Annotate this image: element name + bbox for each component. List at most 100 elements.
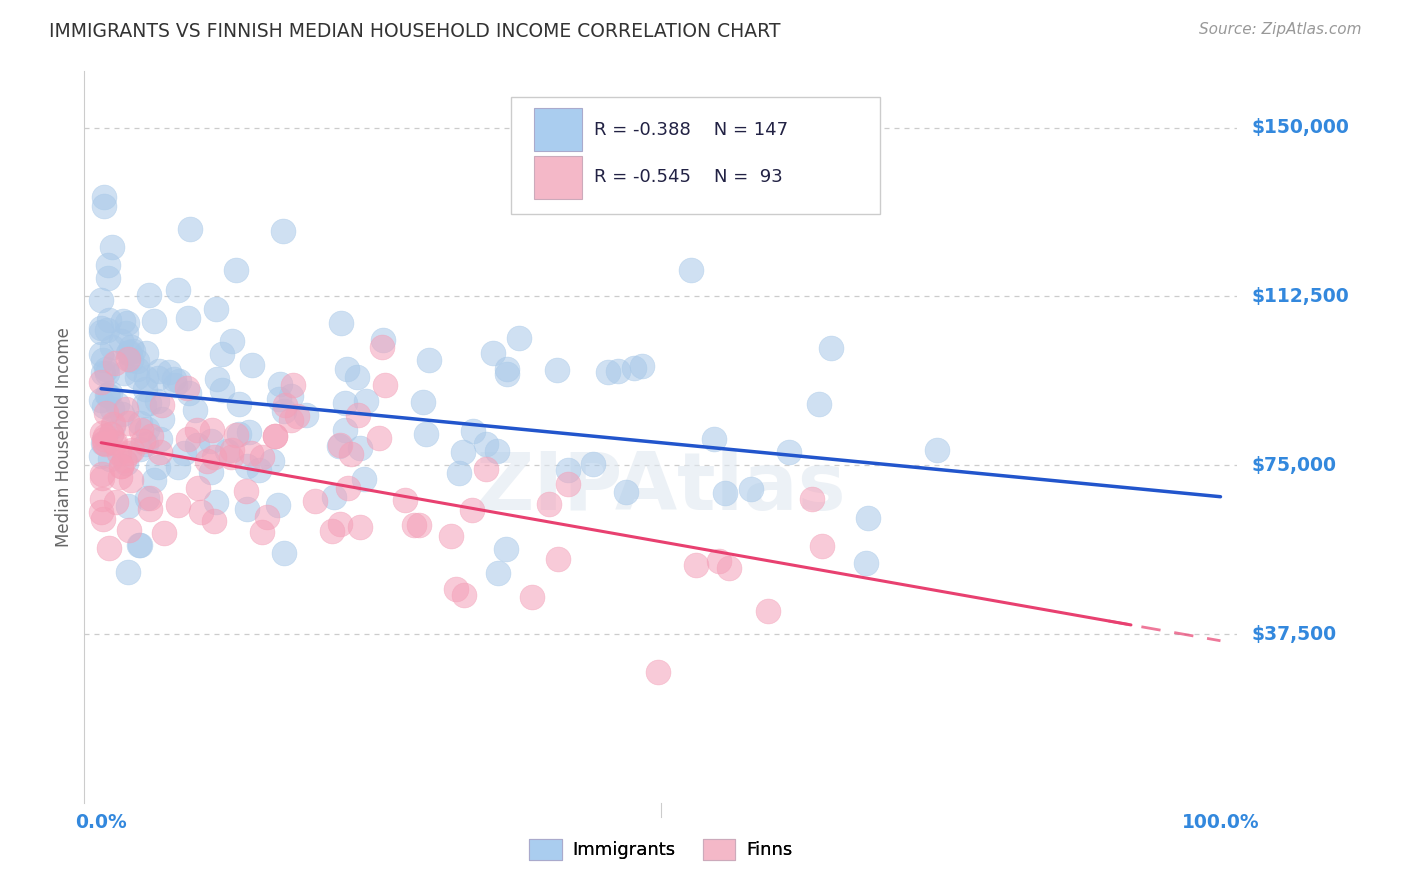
- Immigrants: [333, 423, 356, 437]
- Immigrants: [97, 271, 120, 285]
- Immigrants: [328, 439, 350, 453]
- Immigrants: [807, 396, 830, 410]
- Immigrants: [100, 427, 122, 442]
- Finns: [394, 493, 416, 508]
- Finns: [139, 501, 162, 516]
- Immigrants: [90, 321, 112, 335]
- Finns: [202, 450, 225, 465]
- Immigrants: [120, 341, 142, 355]
- Immigrants: [335, 396, 357, 410]
- Text: R = -0.388    N = 147: R = -0.388 N = 147: [593, 121, 789, 139]
- Immigrants: [546, 363, 568, 377]
- Finns: [149, 445, 172, 459]
- Immigrants: [228, 397, 250, 411]
- Finns: [153, 525, 176, 540]
- Immigrants: [418, 352, 440, 367]
- Immigrants: [596, 365, 619, 379]
- Immigrants: [90, 325, 112, 339]
- Immigrants: [496, 367, 519, 381]
- Immigrants: [97, 312, 120, 326]
- Finns: [108, 446, 131, 460]
- Finns: [118, 523, 141, 537]
- Text: IMMIGRANTS VS FINNISH MEDIAN HOUSEHOLD INCOME CORRELATION CHART: IMMIGRANTS VS FINNISH MEDIAN HOUSEHOLD I…: [49, 22, 780, 41]
- Immigrants: [118, 344, 141, 359]
- Finns: [201, 424, 224, 438]
- Immigrants: [93, 199, 115, 213]
- Immigrants: [235, 459, 257, 474]
- Immigrants: [269, 376, 291, 391]
- Finns: [285, 409, 308, 423]
- Immigrants: [146, 371, 169, 385]
- Immigrants: [173, 445, 195, 459]
- Immigrants: [262, 454, 284, 468]
- Finns: [256, 510, 278, 524]
- Immigrants: [135, 437, 157, 451]
- Finns: [108, 469, 131, 483]
- Immigrants: [115, 456, 138, 470]
- Finns: [374, 378, 396, 392]
- Immigrants: [353, 472, 375, 486]
- Immigrants: [280, 389, 302, 403]
- Finns: [219, 450, 242, 464]
- Immigrants: [138, 288, 160, 302]
- Immigrants: [120, 353, 142, 368]
- Immigrants: [128, 538, 150, 552]
- Immigrants: [485, 444, 508, 458]
- Finns: [453, 588, 475, 602]
- Immigrants: [927, 443, 949, 458]
- Immigrants: [238, 425, 260, 439]
- Immigrants: [135, 346, 157, 360]
- Immigrants: [101, 401, 124, 416]
- Immigrants: [146, 459, 169, 474]
- Immigrants: [149, 432, 172, 446]
- Immigrants: [134, 382, 156, 396]
- Finns: [801, 491, 824, 506]
- Immigrants: [855, 556, 877, 570]
- Immigrants: [631, 359, 654, 374]
- Immigrants: [186, 438, 208, 452]
- Immigrants: [349, 441, 371, 455]
- Immigrants: [138, 395, 160, 409]
- Finns: [176, 381, 198, 395]
- Finns: [177, 432, 200, 446]
- Finns: [129, 423, 152, 437]
- Immigrants: [582, 457, 605, 471]
- Immigrants: [184, 402, 207, 417]
- Immigrants: [412, 395, 434, 409]
- Immigrants: [356, 393, 378, 408]
- Finns: [440, 528, 463, 542]
- Immigrants: [98, 451, 121, 466]
- Immigrants: [205, 372, 228, 386]
- Finns: [461, 503, 484, 517]
- Immigrants: [135, 491, 157, 505]
- Finns: [408, 517, 430, 532]
- Immigrants: [247, 463, 270, 477]
- Finns: [94, 406, 117, 420]
- Immigrants: [117, 345, 139, 359]
- Immigrants: [681, 263, 703, 277]
- Finns: [647, 665, 669, 679]
- Immigrants: [273, 403, 295, 417]
- Immigrants: [115, 326, 138, 340]
- Finns: [167, 498, 190, 512]
- Immigrants: [90, 347, 112, 361]
- Immigrants: [97, 258, 120, 272]
- Immigrants: [135, 371, 157, 385]
- Legend: Immigrants, Finns: Immigrants, Finns: [522, 831, 800, 867]
- Immigrants: [96, 366, 118, 380]
- Immigrants: [217, 443, 239, 458]
- Finns: [239, 446, 262, 460]
- Finns: [90, 471, 112, 485]
- Immigrants: [93, 189, 115, 203]
- Finns: [235, 484, 257, 499]
- Immigrants: [451, 444, 474, 458]
- Immigrants: [177, 311, 200, 326]
- Immigrants: [117, 500, 139, 514]
- Immigrants: [482, 345, 505, 359]
- Finns: [329, 438, 352, 452]
- Immigrants: [713, 485, 735, 500]
- Finns: [117, 417, 139, 431]
- Immigrants: [97, 388, 120, 402]
- Finns: [221, 443, 243, 458]
- Immigrants: [200, 465, 222, 479]
